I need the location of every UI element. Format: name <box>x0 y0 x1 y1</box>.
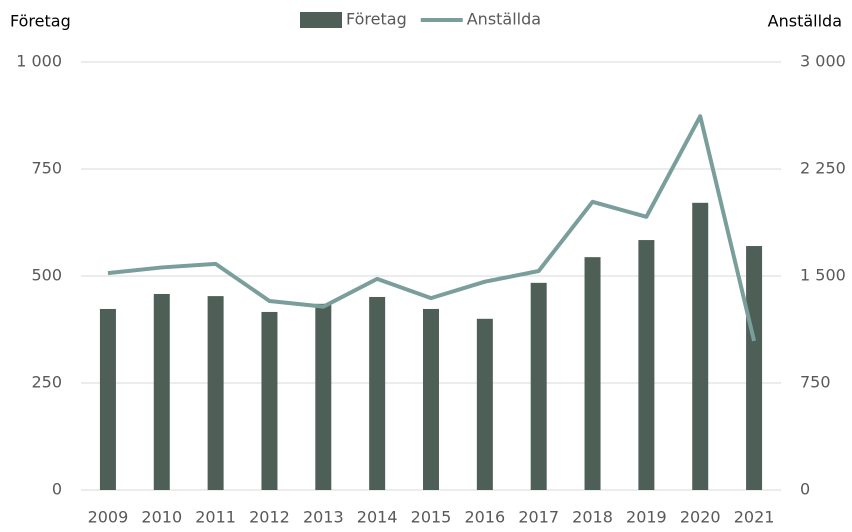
x-tick-label: 2012 <box>249 508 290 527</box>
bar <box>99 308 116 490</box>
legend-label: Anställda <box>467 10 541 29</box>
y-tick-label: 250 <box>31 373 62 392</box>
x-tick-label: 2013 <box>303 508 344 527</box>
x-tick-label: 2011 <box>195 508 236 527</box>
bar <box>153 293 170 490</box>
y-tick-label: 750 <box>31 159 62 178</box>
y2-tick-label: 3 000 <box>800 52 846 71</box>
y-tick-label: 0 <box>52 480 62 499</box>
bar <box>261 311 278 490</box>
bar <box>638 240 655 490</box>
bar <box>207 296 224 490</box>
y-tick-label: 500 <box>31 266 62 285</box>
bar <box>746 246 763 490</box>
x-tick-label: 2018 <box>572 508 613 527</box>
y2-tick-label: 0 <box>800 480 810 499</box>
bar <box>423 308 439 490</box>
y2-tick-label: 2 250 <box>800 159 846 178</box>
bar <box>584 257 601 490</box>
y2-tick-label: 1 500 <box>800 266 846 285</box>
x-tick-label: 2019 <box>626 508 667 527</box>
legend-label: Företag <box>346 10 407 29</box>
line <box>107 114 757 342</box>
y-tick-label: 1 000 <box>16 52 62 71</box>
x-tick-label: 2021 <box>734 508 775 527</box>
x-tick-label: 2014 <box>357 508 398 527</box>
x-tick-label: 2009 <box>88 508 129 527</box>
bar <box>530 282 547 490</box>
bar <box>476 318 493 490</box>
x-tick-label: 2017 <box>518 508 559 527</box>
y2-axis-title: Anställda <box>768 12 842 31</box>
x-tick-label: 2016 <box>464 508 505 527</box>
legend-swatch <box>300 12 342 28</box>
bar <box>369 296 386 490</box>
x-tick-label: 2015 <box>411 508 452 527</box>
bar <box>692 202 709 490</box>
bar <box>315 303 332 490</box>
x-tick-label: 2020 <box>680 508 721 527</box>
y-axis-title: Företag <box>10 12 71 31</box>
x-tick-label: 2010 <box>141 508 182 527</box>
y2-tick-label: 750 <box>800 373 831 392</box>
